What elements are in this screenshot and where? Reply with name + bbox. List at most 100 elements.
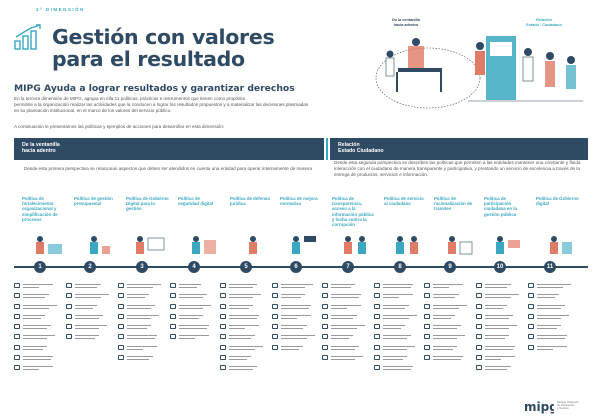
action-item — [272, 303, 318, 311]
action-item-icon — [14, 293, 20, 299]
action-item-text — [485, 325, 517, 327]
action-item-icon — [476, 344, 482, 350]
action-item — [118, 354, 164, 362]
policy-9-title: Política de racionalización de trámites — [434, 196, 473, 212]
action-item-icon — [14, 355, 20, 361]
action-item-icon — [66, 313, 72, 319]
action-item-text — [331, 307, 347, 309]
action-item-text — [485, 297, 511, 299]
action-item-text — [485, 284, 511, 285]
action-item-text — [75, 317, 99, 319]
action-item-text — [485, 369, 507, 371]
action-item-text — [537, 338, 565, 340]
section-band-relation: Relación Estado Ciudadano — [330, 138, 588, 160]
policy-4-actions — [170, 282, 216, 344]
action-item-text — [229, 325, 259, 327]
action-item-icon — [322, 324, 328, 330]
policy-8-title: Política de servicio al ciudadano — [384, 196, 424, 207]
policy-6-illustration — [292, 236, 316, 254]
action-item — [220, 282, 266, 290]
hero-tag-relation-line: Relación — [536, 18, 552, 22]
action-item-text — [537, 287, 563, 288]
policy-7-number: 7 — [342, 261, 354, 273]
action-item-text — [537, 328, 557, 330]
intro-line: en su planeación institucional, en el ma… — [14, 108, 172, 113]
action-item-text — [179, 317, 199, 319]
action-item — [424, 333, 470, 341]
action-item-text — [485, 345, 515, 347]
action-item-text — [75, 297, 101, 299]
people-scene-illustration — [375, 36, 583, 109]
title-line-1: Gestión con valores — [52, 25, 275, 49]
action-item-icon — [14, 344, 20, 350]
action-item-text — [229, 335, 255, 337]
action-item-text — [433, 348, 453, 350]
action-item-text — [331, 314, 357, 316]
action-item-icon — [220, 344, 226, 350]
action-item-text — [179, 328, 207, 330]
action-item-text — [433, 314, 455, 316]
action-item-text — [75, 328, 99, 330]
action-item-icon — [476, 293, 482, 299]
action-item-text — [383, 325, 405, 327]
action-item-text — [485, 335, 509, 337]
policy-3-title: Política de Gobierno Digital para la ges… — [126, 196, 169, 212]
policy-7-illustration — [344, 236, 366, 254]
action-item-text — [179, 304, 211, 306]
action-item-icon — [528, 303, 534, 309]
policy-10-title: Política de participación ciudadana en l… — [484, 196, 517, 217]
title-line-2: para el resultado — [52, 47, 245, 71]
action-item — [322, 333, 368, 341]
action-item-text — [229, 359, 247, 360]
action-item-text — [127, 284, 161, 285]
action-item — [220, 364, 266, 372]
action-item-text — [281, 314, 311, 316]
policy-10-illustration — [496, 236, 520, 254]
band-title-line: Relación — [338, 142, 360, 148]
action-item-text — [229, 317, 257, 319]
action-item-text — [537, 345, 567, 347]
action-item-text — [383, 348, 407, 350]
action-item — [476, 282, 522, 290]
action-item-text — [485, 348, 513, 350]
action-item-icon — [528, 313, 534, 319]
action-item-text — [23, 359, 51, 360]
action-item-text — [383, 294, 413, 296]
action-item — [424, 282, 470, 290]
action-item-text — [331, 294, 361, 296]
action-item-text — [433, 317, 451, 319]
action-item-text — [485, 307, 503, 309]
action-item-text — [179, 335, 209, 337]
action-item-text — [127, 338, 155, 340]
action-item — [170, 292, 216, 300]
action-item — [424, 354, 470, 362]
action-item — [424, 292, 470, 300]
action-item — [14, 364, 60, 372]
action-item-text — [485, 338, 505, 340]
action-item-text — [433, 325, 461, 327]
action-item — [424, 344, 470, 352]
action-item — [476, 303, 522, 311]
action-item-icon — [476, 283, 482, 288]
action-item-icon — [476, 365, 482, 371]
action-item-icon — [322, 313, 328, 319]
action-item — [220, 333, 266, 341]
action-item-icon — [528, 334, 534, 340]
action-item — [272, 344, 318, 352]
action-item-text — [23, 328, 47, 330]
footer-sub-line: Modelo Integrado — [557, 400, 579, 404]
action-item — [118, 303, 164, 311]
action-item — [220, 344, 266, 352]
action-item-icon — [322, 303, 328, 309]
action-item-text — [75, 304, 97, 306]
action-item-icon — [322, 283, 328, 288]
action-item-text — [127, 348, 143, 350]
action-item-icon — [272, 324, 278, 330]
action-item-text — [537, 294, 559, 296]
action-item — [220, 313, 266, 321]
action-item — [374, 354, 420, 362]
action-item-text — [229, 328, 245, 330]
action-item-text — [281, 294, 305, 296]
action-item — [322, 303, 368, 311]
action-item-text — [485, 304, 507, 306]
